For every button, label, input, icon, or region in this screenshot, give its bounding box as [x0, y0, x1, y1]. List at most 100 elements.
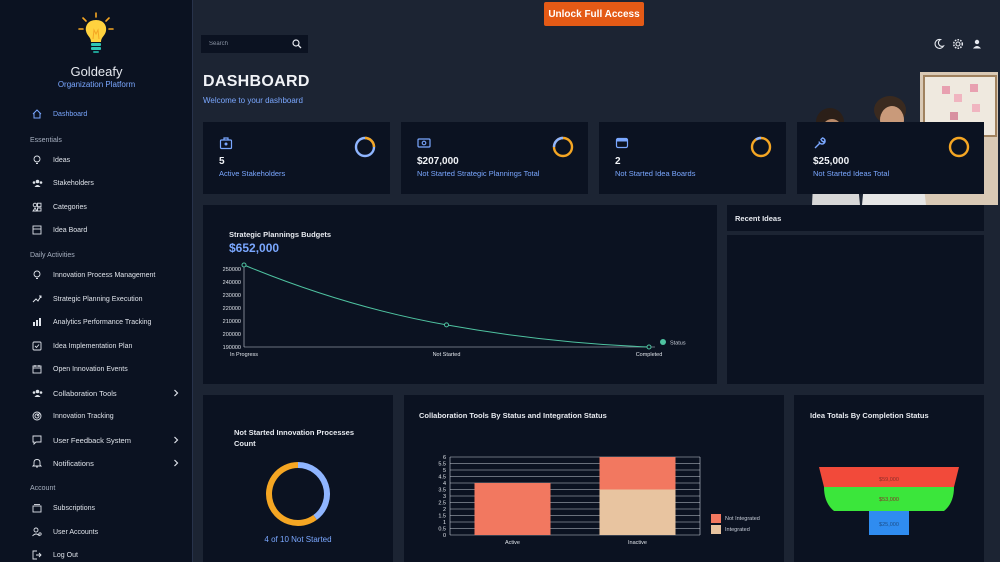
sidebar-item-categories[interactable]: Categories	[30, 198, 188, 216]
strategic-plannings-budget-panel: Strategic Plannings Budgets $652,000 190…	[203, 205, 717, 384]
y-tick-label: 230000	[223, 293, 241, 299]
chart-title: Strategic Plannings Budgets	[229, 230, 332, 239]
sidebar-item-user-accounts[interactable]: User Accounts	[30, 523, 188, 541]
stat-label: Not Started Idea Boards	[615, 169, 696, 178]
progress-ring	[354, 136, 376, 158]
sidebar-item-strategic-planning-execution[interactable]: Strategic Planning Execution	[30, 290, 188, 308]
sidebar-item-label: Collaboration Tools	[53, 388, 117, 398]
stat-card-strategic-plannings[interactable]: $207,000 Not Started Strategic Plannings…	[401, 122, 588, 194]
y-tick-label: 1.5	[438, 514, 446, 520]
progress-ring	[750, 136, 772, 158]
page-title: DASHBOARD	[203, 73, 310, 90]
sidebar-item-label: User Accounts	[53, 528, 99, 536]
y-tick-label: 4	[443, 481, 446, 487]
funnel-segment	[869, 511, 909, 535]
brand-subtitle: Organization Platform	[57, 80, 136, 89]
recent-ideas-list	[727, 235, 984, 384]
series-line	[243, 264, 650, 348]
sidebar-item-innovation-tracking[interactable]: Innovation Tracking	[30, 407, 188, 425]
y-tick-label: 1	[443, 520, 446, 526]
money-icon	[417, 138, 431, 148]
stat-label: Not Started Ideas Total	[813, 169, 890, 178]
stat-value: 2	[615, 156, 621, 167]
sidebar-item-collaboration-tools[interactable]: Collaboration Tools	[30, 384, 188, 402]
sidebar-item-label: Idea Implementation Plan	[53, 342, 133, 350]
y-tick-label: 3.5	[438, 488, 446, 494]
y-tick-label: 4.5	[438, 475, 446, 481]
collaboration-tools-panel: Collaboration Tools By Status and Integr…	[404, 395, 784, 562]
user-accounts-icon	[30, 525, 44, 539]
sidebar-item-analytics-performance-tracking[interactable]: Analytics Performance Tracking	[30, 313, 188, 331]
chevron-right-icon	[174, 459, 179, 467]
funnel-segment	[824, 487, 954, 511]
section-label-account: Account	[30, 485, 56, 492]
sidebar-item-user-feedback-system[interactable]: User Feedback System	[30, 431, 188, 449]
checklist-icon	[30, 339, 44, 353]
data-point	[241, 262, 247, 268]
legend-swatch	[711, 525, 721, 534]
radar-icon	[30, 409, 44, 423]
sidebar-item-log-out[interactable]: Log Out	[30, 546, 188, 562]
stat-card-ideas-total[interactable]: $25,000 Not Started Ideas Total	[797, 122, 984, 194]
sidebar-item-dashboard[interactable]: Dashboard	[30, 105, 188, 123]
calendar-icon	[30, 362, 44, 376]
moon-icon[interactable]	[933, 38, 945, 50]
sidebar-item-innovation-process-management[interactable]: Innovation Process Management	[30, 266, 188, 284]
y-tick-label: 3	[443, 494, 446, 500]
sidebar-item-notifications[interactable]: Notifications	[30, 454, 188, 472]
funnel-label: $25,000	[879, 522, 899, 528]
x-tick-label: Active	[505, 540, 520, 546]
sidebar-item-open-innovation-events[interactable]: Open Innovation Events	[30, 360, 188, 378]
donut-chart	[266, 462, 330, 526]
sidebar: Goldeafy Organization Platform Dashboard…	[0, 0, 193, 562]
sidebar-item-label: Idea Board	[53, 226, 88, 234]
search-input[interactable]	[209, 41, 289, 47]
user-icon[interactable]	[971, 38, 983, 50]
y-tick-label: 210000	[223, 319, 241, 325]
stat-card-idea-boards[interactable]: 2 Not Started Idea Boards	[599, 122, 786, 194]
progress-ring	[552, 136, 574, 158]
bell-icon	[30, 456, 44, 470]
stat-value: $207,000	[417, 156, 459, 167]
legend-label: Status	[670, 341, 686, 347]
sidebar-item-idea-implementation-plan[interactable]: Idea Implementation Plan	[30, 337, 188, 355]
data-point	[646, 344, 652, 350]
sidebar-item-ideas[interactable]: Ideas	[30, 151, 188, 169]
strategy-icon	[30, 292, 44, 306]
stat-card-active-stakeholders[interactable]: 5 Active Stakeholders	[203, 122, 390, 194]
sidebar-item-label: Innovation Tracking	[53, 412, 114, 420]
y-tick-label: 5	[443, 468, 446, 474]
section-label-daily-activities: Daily Activities	[30, 252, 75, 259]
unlock-full-access-button[interactable]: Unlock Full Access	[544, 2, 644, 26]
y-tick-label: 220000	[223, 306, 241, 312]
y-tick-label: 200000	[223, 332, 241, 338]
categories-icon	[30, 200, 44, 214]
stakeholders-icon	[219, 137, 233, 150]
search-icon[interactable]	[292, 39, 302, 49]
feedback-icon	[30, 433, 44, 447]
bar-segment	[599, 489, 676, 535]
x-tick-label: Inactive	[628, 540, 647, 546]
sidebar-item-label: User Feedback System	[53, 435, 131, 445]
funnel-label: $59,000	[879, 477, 899, 483]
sidebar-item-subscriptions[interactable]: Subscriptions	[30, 499, 188, 517]
sidebar-item-idea-board[interactable]: Idea Board	[30, 221, 188, 239]
funnel-segment	[819, 467, 959, 487]
sidebar-item-label: Log Out	[53, 551, 78, 559]
sidebar-item-label: Dashboard	[53, 110, 88, 118]
sidebar-item-label: Categories	[53, 203, 87, 211]
y-tick-label: 190000	[223, 345, 241, 351]
settings-icon[interactable]	[952, 38, 964, 50]
chevron-right-icon	[174, 389, 179, 397]
board-icon	[615, 137, 629, 149]
sidebar-item-label: Ideas	[53, 156, 71, 164]
sidebar-item-label: Open Innovation Events	[53, 365, 128, 373]
sidebar-item-label: Subscriptions	[53, 504, 96, 512]
bar-segment	[599, 457, 676, 490]
legend-label: Not Integrated	[725, 516, 760, 522]
lightbulb-logo-icon	[78, 12, 114, 53]
sidebar-item-stakeholders[interactable]: Stakeholders	[30, 174, 188, 192]
legend-marker	[660, 339, 666, 345]
y-tick-label: 240000	[223, 280, 241, 286]
users-icon	[30, 176, 44, 190]
